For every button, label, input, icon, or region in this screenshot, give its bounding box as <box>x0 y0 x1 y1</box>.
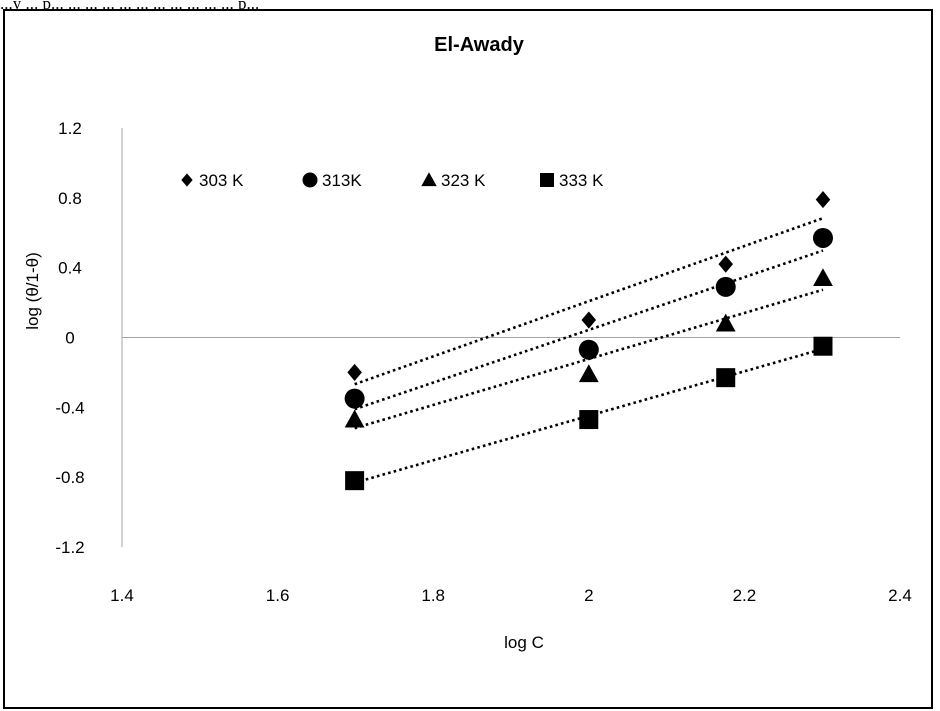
chart-frame: El-Awady 1.2 0.8 0.4 0 -0.4 -0.8 -1.2 1.4 1.6 1.… <box>3 9 933 709</box>
point-313k <box>578 339 599 360</box>
x-axis-label: log C <box>504 633 544 652</box>
legend: 303 K 313K 323 K 333 K <box>181 171 604 190</box>
x-tick-label: 2.2 <box>733 586 757 605</box>
x-axis-ticks: 1.4 1.6 1.8 2 2.2 2.4 <box>110 586 912 605</box>
point-303-k <box>718 255 733 273</box>
point-313k <box>812 227 833 248</box>
y-tick-label: -0.8 <box>55 468 84 487</box>
trendline-313k <box>354 249 824 411</box>
x-tick-label: 2.4 <box>888 586 912 605</box>
x-tick-label: 1.4 <box>110 586 134 605</box>
point-323-k <box>715 313 736 332</box>
point-323-k <box>813 268 833 287</box>
point-303-k <box>581 311 597 329</box>
y-tick-label: 1.2 <box>58 119 82 138</box>
y-tick-label: -0.4 <box>55 398 84 417</box>
x-tick-label: 1.6 <box>266 586 290 605</box>
axes <box>121 128 900 547</box>
point-323-k <box>344 409 365 428</box>
y-tick-label: 0.4 <box>58 259 82 278</box>
legend-marker-303-k <box>181 173 193 187</box>
point-333-k <box>813 336 833 356</box>
legend-label-313k: 313K <box>322 171 362 190</box>
y-tick-label: 0.8 <box>58 189 82 208</box>
scatter-chart: El-Awady 1.20.80.40-0.4-0.8-1.2 1.4 1.6 1.… <box>23 34 912 652</box>
x-tick-label: 2 <box>584 586 593 605</box>
legend-marker-313k <box>302 172 318 188</box>
point-303-k <box>815 191 831 209</box>
legend-label-303-k: 303 K <box>199 171 244 190</box>
point-323-k <box>578 364 599 383</box>
point-313k <box>715 276 736 297</box>
point-333-k <box>345 471 365 491</box>
point-333-k <box>579 410 599 430</box>
y-tick-label: -1.2 <box>55 538 84 557</box>
y-axis-label: log (θ/1-θ) <box>23 252 42 329</box>
legend-label-323-k: 323 K <box>441 171 486 190</box>
legend-label-333-k: 333 K <box>559 171 604 190</box>
data-points <box>344 191 833 491</box>
page-caption-fragment: ...y ... p... ... ... ... ... ... ... ..… <box>0 0 260 10</box>
legend-marker-333-k <box>540 173 554 187</box>
point-313k <box>344 388 365 409</box>
legend-marker-323-k <box>421 172 437 187</box>
point-333-k <box>716 368 736 388</box>
x-tick-label: 1.8 <box>421 586 445 605</box>
chart-title: El-Awady <box>434 34 525 56</box>
trendline-303-k <box>354 216 824 386</box>
y-tick-label: 0 <box>65 329 74 348</box>
y-axis-ticks: 1.2 0.8 0.4 0 -0.4 -0.8 -1.2 <box>55 119 84 557</box>
point-303-k <box>347 363 362 381</box>
